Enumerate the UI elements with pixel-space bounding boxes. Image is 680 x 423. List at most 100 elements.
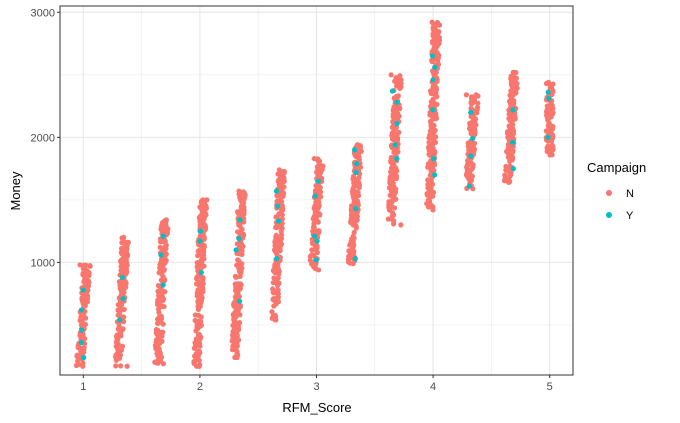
legend-label-n: N: [626, 188, 634, 200]
data-point-n: [507, 158, 513, 164]
data-point-n: [235, 229, 241, 235]
data-point-n: [427, 128, 433, 134]
data-point-n: [472, 131, 478, 137]
data-point-n: [313, 261, 319, 268]
data-point-n: [155, 306, 162, 312]
legend-title: Campaign: [587, 160, 646, 175]
data-point-n: [119, 261, 125, 267]
data-point-n: [386, 207, 393, 213]
data-point-n: [238, 203, 245, 209]
data-point-n: [314, 243, 320, 249]
data-point-n: [508, 73, 514, 79]
data-point-n: [280, 191, 287, 197]
data-point-n: [428, 141, 434, 147]
data-point-n: [394, 135, 401, 141]
data-point-n: [158, 313, 164, 319]
data-point-n: [203, 204, 209, 210]
data-point-y: [160, 233, 166, 239]
data-point-y: [510, 166, 516, 172]
data-point-y: [233, 247, 239, 253]
data-point-n: [233, 322, 239, 328]
data-point-n: [156, 346, 162, 352]
data-point-n: [77, 317, 83, 324]
data-point-y: [314, 238, 320, 244]
data-point-n: [200, 221, 207, 227]
data-point-n: [193, 336, 199, 342]
data-point-n: [271, 298, 278, 304]
data-point-n: [390, 134, 397, 140]
data-point-n: [430, 40, 436, 46]
data-point-n: [508, 89, 514, 95]
y-tick-label: 2000: [31, 132, 55, 144]
data-point-y: [197, 228, 204, 234]
data-point-y: [120, 296, 126, 302]
data-point-n: [121, 266, 127, 272]
data-point-n: [464, 171, 470, 178]
data-point-n: [351, 242, 357, 248]
data-point-n: [232, 281, 239, 287]
data-point-n: [159, 338, 165, 344]
data-point-n: [117, 328, 124, 334]
data-point-n: [277, 247, 283, 254]
data-point-n: [272, 264, 278, 270]
data-point-n: [506, 142, 512, 148]
data-point-n: [229, 332, 236, 338]
data-point-y: [510, 139, 516, 145]
data-point-n: [429, 164, 436, 170]
legend-label-y: Y: [626, 210, 634, 222]
data-point-n: [393, 125, 399, 131]
data-point-n: [550, 110, 556, 116]
data-point-n: [472, 118, 478, 124]
data-point-n: [469, 126, 475, 133]
data-point-n: [238, 241, 245, 247]
data-point-n: [431, 148, 438, 154]
y-tick-label: 3000: [31, 7, 55, 19]
data-point-n: [513, 75, 519, 81]
data-point-n: [543, 80, 550, 87]
data-point-n: [154, 301, 161, 308]
data-point-n: [350, 222, 356, 228]
data-point-n: [197, 262, 203, 268]
data-point-n: [354, 198, 360, 204]
data-point-y: [394, 99, 400, 105]
data-point-n: [390, 162, 396, 168]
data-point-n: [544, 107, 550, 113]
data-point-n: [390, 119, 396, 125]
data-point-y: [432, 172, 438, 178]
data-point-n: [241, 211, 247, 217]
data-point-n: [200, 253, 206, 259]
data-point-n: [393, 111, 399, 118]
data-point-y: [353, 161, 360, 167]
data-point-y: [352, 256, 358, 262]
data-point-n: [319, 166, 325, 172]
data-point-n: [123, 284, 129, 290]
data-point-n: [313, 208, 319, 214]
data-point-n: [353, 154, 359, 160]
data-point-n: [232, 326, 239, 332]
legend: Campaign N Y: [587, 160, 646, 222]
data-point-n: [231, 300, 237, 307]
data-point-n: [232, 273, 238, 280]
data-point-n: [427, 118, 433, 125]
data-point-n: [546, 113, 553, 119]
data-point-y: [353, 206, 359, 212]
data-point-n: [75, 355, 82, 361]
data-point-n: [122, 256, 128, 263]
data-point-n: [275, 178, 281, 185]
data-point-n: [122, 250, 129, 257]
data-point-n: [234, 331, 240, 337]
data-point-n: [312, 247, 319, 253]
data-point-n: [281, 178, 287, 184]
data-point-n: [234, 306, 240, 312]
data-point-n: [231, 336, 238, 342]
data-point-n: [195, 248, 201, 254]
data-points: [73, 19, 556, 369]
data-point-y: [430, 77, 436, 83]
y-tick-label: 1000: [31, 257, 55, 269]
data-point-n: [318, 194, 324, 200]
data-point-n: [117, 286, 124, 292]
data-point-n: [114, 356, 120, 362]
data-point-n: [463, 92, 469, 98]
